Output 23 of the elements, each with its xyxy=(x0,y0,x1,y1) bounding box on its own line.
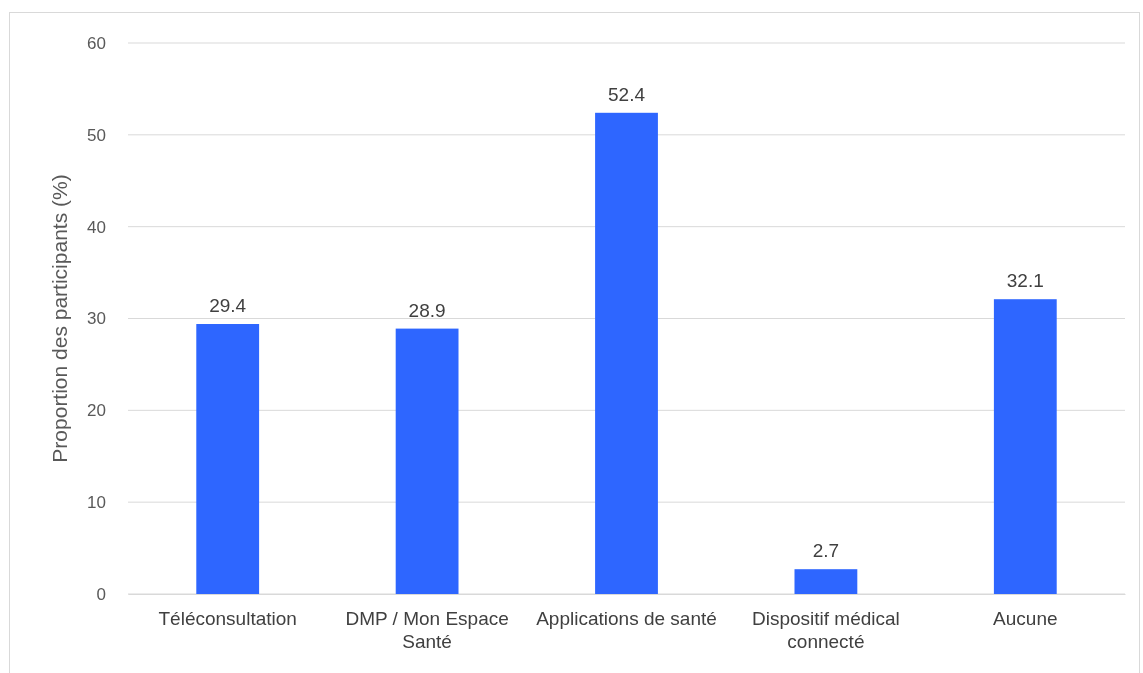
x-tick-label: Dispositif médical connecté xyxy=(751,608,900,653)
x-tick-label: Aucune xyxy=(993,608,1058,630)
y-axis-title: Proportion des participants (%) xyxy=(48,174,71,463)
bar xyxy=(993,299,1057,594)
data-label: 29.4 xyxy=(209,295,247,317)
data-label: 52.4 xyxy=(608,83,646,105)
x-tick-label: Applications de santé xyxy=(536,608,717,630)
data-label: 32.1 xyxy=(1006,270,1044,292)
x-tick-label: DMP / Mon Espace Santé xyxy=(345,608,509,653)
bar xyxy=(196,324,260,594)
bar xyxy=(595,112,658,594)
bar xyxy=(395,328,459,594)
y-tick-label: 50 xyxy=(87,125,106,145)
x-tick-label: Téléconsultation xyxy=(158,608,297,630)
y-tick-label: 60 xyxy=(87,33,106,53)
bar xyxy=(794,569,858,594)
y-tick-label: 10 xyxy=(87,493,106,513)
data-label: 28.9 xyxy=(408,299,446,321)
y-tick-label: 30 xyxy=(87,309,106,329)
y-tick-label: 20 xyxy=(87,401,106,421)
data-label: 2.7 xyxy=(812,540,840,562)
y-tick-label: 0 xyxy=(96,584,106,604)
y-tick-label: 40 xyxy=(87,217,106,237)
